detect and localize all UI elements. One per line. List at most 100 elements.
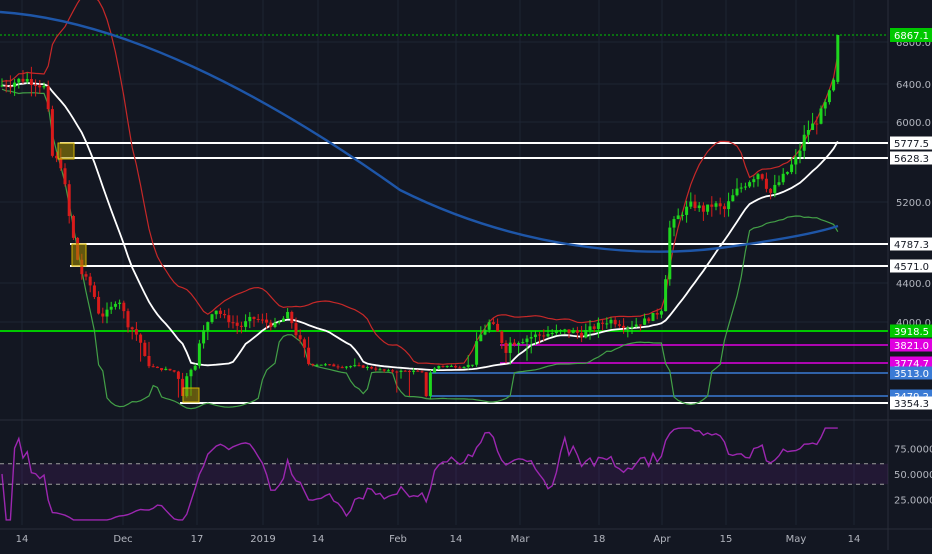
last-price-tag-bg bbox=[890, 28, 932, 42]
level-tag-bg-7 bbox=[890, 366, 932, 380]
candle-body bbox=[769, 188, 773, 193]
candle-body bbox=[378, 369, 382, 371]
candle-body bbox=[546, 333, 550, 337]
candle-body bbox=[437, 365, 441, 369]
candle-body bbox=[206, 322, 210, 331]
candle-body bbox=[281, 318, 285, 322]
level-tag-bg-6 bbox=[890, 356, 932, 370]
price-tick-label: 5200.0 bbox=[896, 198, 931, 209]
highlight-box-0 bbox=[57, 142, 75, 160]
candle-body bbox=[685, 206, 689, 215]
candle-body bbox=[227, 315, 231, 323]
candles bbox=[0, 35, 840, 400]
candle-body bbox=[441, 365, 445, 367]
candle-body bbox=[151, 366, 155, 368]
candle-body bbox=[113, 303, 117, 307]
candle-body bbox=[580, 332, 584, 338]
candle-body bbox=[181, 378, 185, 397]
level-tag-bg-2 bbox=[890, 237, 932, 251]
candle-body bbox=[92, 285, 96, 297]
candle-body bbox=[344, 366, 348, 368]
candle-body bbox=[731, 195, 735, 202]
candle-body bbox=[647, 318, 651, 321]
candle-body bbox=[592, 326, 596, 329]
candle-body bbox=[235, 322, 239, 326]
candle-body bbox=[525, 338, 529, 343]
candle-body bbox=[718, 203, 722, 207]
last-price-tag-label: 6867.1 bbox=[894, 31, 929, 42]
level-tag-bg-9 bbox=[890, 396, 932, 410]
candle-body bbox=[445, 365, 449, 367]
candle-body bbox=[122, 302, 126, 312]
price-tick-label: 6800.0 bbox=[896, 38, 931, 49]
candle-body bbox=[223, 313, 227, 316]
candle-body bbox=[349, 366, 353, 368]
candle-body bbox=[328, 364, 332, 366]
candle-body bbox=[172, 370, 176, 372]
candle-body bbox=[298, 335, 302, 340]
rsi-tick-label: 25.0000 bbox=[894, 496, 932, 507]
candle-body bbox=[118, 302, 122, 304]
candle-body bbox=[185, 376, 189, 397]
candle-body bbox=[34, 84, 38, 86]
candle-body bbox=[88, 276, 92, 286]
horizontal-levels bbox=[0, 34, 888, 404]
candle-body bbox=[794, 156, 798, 165]
level-tag-bg-5 bbox=[890, 338, 932, 352]
candle-body bbox=[302, 339, 306, 348]
candle-body bbox=[697, 205, 701, 209]
candle-body bbox=[462, 366, 466, 368]
candle-body bbox=[277, 321, 281, 323]
candle-body bbox=[458, 367, 462, 369]
candle-body bbox=[542, 335, 546, 337]
candle-body bbox=[521, 342, 525, 344]
candle-body bbox=[668, 227, 672, 280]
time-tick-label: 14 bbox=[312, 534, 325, 545]
candle-body bbox=[4, 85, 8, 87]
candle-body bbox=[332, 364, 336, 367]
candle-body bbox=[311, 363, 315, 366]
candle-body bbox=[59, 158, 63, 169]
candle-body bbox=[38, 85, 42, 88]
rsi-tick-label: 50.0000 bbox=[894, 470, 932, 481]
candle-body bbox=[336, 366, 340, 368]
candle-body bbox=[638, 324, 642, 326]
candle-body bbox=[13, 82, 17, 87]
axes: 6800.0 6400.0 6000.0 5200.0 4400.0 4000.0 5777… bbox=[16, 28, 932, 545]
candle-body bbox=[353, 365, 357, 367]
price-tick-label: 4000.0 bbox=[896, 318, 931, 329]
long-ma-line bbox=[0, 10, 839, 253]
candle-body bbox=[630, 326, 634, 328]
candle-body bbox=[260, 319, 264, 321]
candle-body bbox=[613, 319, 617, 325]
candle-body bbox=[643, 318, 647, 325]
candle-body bbox=[160, 368, 164, 371]
level-tag-bg-1 bbox=[890, 151, 932, 165]
candle-body bbox=[777, 182, 781, 185]
candle-body bbox=[130, 327, 134, 330]
candle-body bbox=[403, 370, 407, 372]
candle-body bbox=[659, 311, 663, 315]
candle-body bbox=[63, 168, 67, 185]
candle-body bbox=[710, 204, 714, 207]
candle-body bbox=[693, 201, 697, 209]
candle-body bbox=[689, 201, 693, 207]
time-tick-label: Mar bbox=[511, 534, 531, 545]
time-tick-label: Dec bbox=[113, 534, 132, 545]
candle-body bbox=[722, 206, 726, 210]
candle-body bbox=[701, 205, 705, 212]
candle-body bbox=[273, 322, 277, 327]
candle-body bbox=[252, 316, 256, 319]
candle-body bbox=[512, 342, 516, 345]
candle-body bbox=[785, 172, 789, 174]
candle-body bbox=[8, 86, 12, 88]
time-tick-label: Apr bbox=[653, 534, 671, 545]
level-tag-label: 3354.3 bbox=[894, 399, 929, 410]
candle-body bbox=[466, 364, 470, 367]
highlight-box-2 bbox=[182, 387, 200, 403]
candle-body bbox=[391, 370, 395, 372]
level-tag-label: 3821.0 bbox=[894, 341, 929, 352]
candle-body bbox=[29, 79, 33, 85]
